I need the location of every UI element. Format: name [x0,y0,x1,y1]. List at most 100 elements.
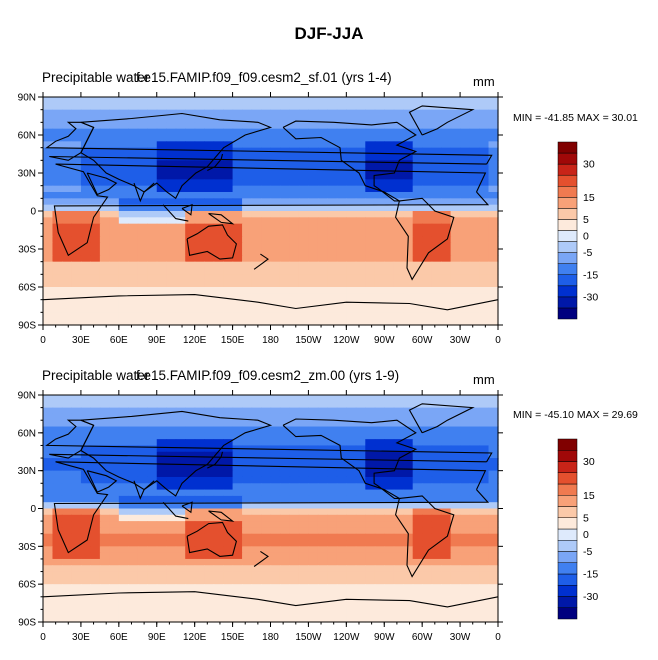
field-cell [374,211,385,218]
colorbar-label: 0 [583,231,589,243]
field-cell [393,470,404,478]
x-tick-label: 60E [110,335,128,346]
field-cell [365,420,376,428]
colorbar-box [557,163,578,176]
field-cell [251,609,262,617]
field-cell [118,476,129,484]
field-cell [251,527,262,535]
field-cell [393,236,404,244]
field-cell [488,141,499,149]
field-cell [422,255,433,263]
field-cell [441,558,452,566]
field-cell [251,185,262,193]
field-cell [156,558,167,566]
field-cell [327,489,338,497]
field-cell [251,242,262,250]
field-cell [317,280,328,288]
field-cell [166,122,177,130]
field-cell [289,552,300,560]
field-cell [43,445,54,453]
field-cell [403,122,414,130]
field-cell [128,306,139,313]
field-cell [317,147,328,155]
field-cell [118,445,129,453]
field-cell [412,230,423,237]
field-cell [403,147,414,155]
field-cell [52,230,63,237]
field-cell [71,458,82,465]
field-cell [251,502,262,510]
colorbar-box [557,263,578,275]
field-cell [355,97,366,104]
field-cell [355,116,366,123]
field-cell [204,223,215,231]
field-cell [279,312,291,320]
field-cell [185,217,196,225]
field-cell [261,508,272,516]
field-cell [61,558,73,566]
field-cell [128,432,139,440]
field-cell [336,204,347,212]
field-cell [185,514,196,522]
field-cell [109,495,120,503]
field-cell [71,223,82,231]
field-cell [166,109,177,117]
field-cell [261,413,272,421]
field-cell [488,217,499,225]
field-cell [346,407,357,415]
field-cell [109,521,120,529]
field-cell [166,464,177,472]
y-tick-label: 60S [18,580,36,591]
field-cell [43,97,54,104]
field-cell [80,204,91,212]
field-cell [365,312,376,320]
field-cell [223,609,234,617]
field-cell [393,312,404,320]
colorbar-label: -15 [583,269,598,281]
field-cell [261,160,272,168]
field-cell [232,483,243,491]
field-cell [61,293,73,301]
field-cell [279,293,291,301]
field-cell [488,577,499,585]
field-cell [71,173,82,180]
field-cell [374,230,385,237]
field-cell [412,255,423,263]
field-cell [270,97,281,104]
field-cell [355,128,366,136]
field-cell [194,540,205,547]
field-cell [384,470,395,478]
field-cell [374,420,385,428]
field-cell [384,395,395,402]
field-cell [43,211,54,218]
field-cell [118,198,129,206]
field-cell [156,464,167,472]
field-cell [384,451,395,459]
field-cell [384,274,395,282]
field-cell [422,508,433,516]
field-cell [317,552,328,560]
field-cell [346,249,357,256]
field-cell [52,274,63,282]
field-cell [204,185,215,193]
field-cell [270,502,281,510]
field-cell [52,192,63,199]
field-cell [80,577,91,585]
field-cell [317,287,328,294]
field-cell [336,109,347,117]
field-cell [384,420,395,428]
field-cell [185,173,196,180]
field-cell [251,458,262,465]
field-cell [109,185,120,193]
field-cell [289,571,300,579]
field-cell [90,223,101,231]
field-cell [327,609,338,617]
field-cell [43,185,54,193]
field-cell [355,596,366,604]
field-cell [327,261,338,269]
field-cell [147,299,158,307]
field-cell [147,312,158,320]
field-cell [336,128,347,136]
field-cell [308,483,319,491]
field-cell [71,552,82,560]
